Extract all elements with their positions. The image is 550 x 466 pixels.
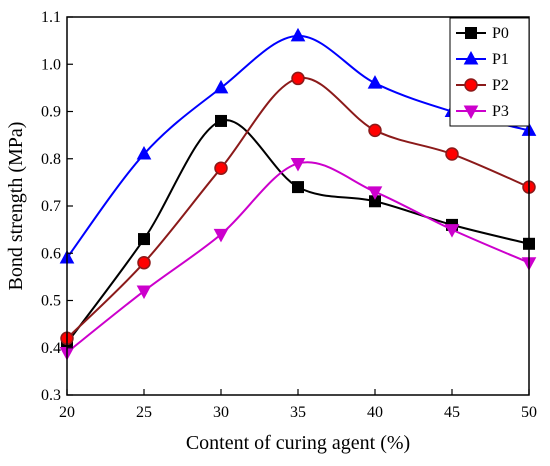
y-tick-label: 0.9 <box>41 104 61 121</box>
p1-data-point <box>290 27 306 42</box>
y-tick-label: 0.6 <box>41 245 61 262</box>
p1-data-point <box>136 145 152 160</box>
x-tick-label: 40 <box>367 404 383 421</box>
p0-data-point <box>138 233 150 246</box>
series-p0-line <box>66 119 530 344</box>
x-tick-label: 25 <box>136 404 152 421</box>
p3-data-point <box>463 105 479 120</box>
p2-data-point <box>464 78 478 92</box>
p3-data-point <box>136 285 152 300</box>
legend-box <box>449 17 530 127</box>
p2-data-point <box>214 161 228 175</box>
p0-data-point <box>215 114 227 127</box>
y-tick-label: 0.3 <box>41 387 61 404</box>
p1-data-point <box>463 50 479 65</box>
y-tick-label: 0.4 <box>41 340 61 357</box>
x-tick-label: 20 <box>59 404 75 421</box>
legend-label: P3 <box>492 103 509 120</box>
x-tick-label: 45 <box>444 404 460 421</box>
p2-data-point <box>445 147 459 161</box>
labels-layer: Content of curing agent (%) Bond strengt… <box>5 122 410 454</box>
x-tick-label: 50 <box>521 404 537 421</box>
ticks-layer: 20 25 30 35 40 45 50 0.3 0.4 0.5 0.6 0.7 0.8 0.9 1.0 1.… <box>41 9 537 421</box>
p2-data-point <box>291 71 305 86</box>
p0-data-point <box>465 27 477 39</box>
x-tick-label: 30 <box>213 404 229 421</box>
legend-item-p0: P0 <box>456 25 509 42</box>
p0-data-point <box>292 181 304 194</box>
p1-data-point <box>367 75 383 89</box>
legend-label: P2 <box>492 77 509 94</box>
legend-label: P1 <box>492 51 509 68</box>
series-p0 <box>61 114 535 350</box>
y-tick-label: 0.7 <box>41 198 61 215</box>
y-tick-label: 0.8 <box>41 151 61 168</box>
x-tick-label: 35 <box>290 404 306 421</box>
p2-data-point <box>137 255 151 270</box>
p2-data-point <box>368 123 382 138</box>
y-tick-label: 0.5 <box>41 293 61 310</box>
p3-data-point <box>213 228 229 243</box>
legend-item-p3: P3 <box>456 103 509 120</box>
x-axis-title: Content of curing agent (%) <box>186 432 410 454</box>
y-axis-title: Bond strength (MPa) <box>5 122 27 291</box>
y-tick-label: 1.0 <box>41 56 61 73</box>
y-tick-label: 1.1 <box>41 9 61 26</box>
p3-data-point <box>367 186 383 200</box>
legend: P0 P1 P2 P3 <box>449 17 530 127</box>
series-p3 <box>59 157 537 361</box>
legend-label: P0 <box>492 25 509 42</box>
legend-item-p1: P1 <box>456 50 509 68</box>
p3-data-point <box>290 157 306 172</box>
legend-item-p2: P2 <box>456 77 509 94</box>
p1-data-point <box>213 79 229 94</box>
p3-data-point <box>444 224 460 238</box>
